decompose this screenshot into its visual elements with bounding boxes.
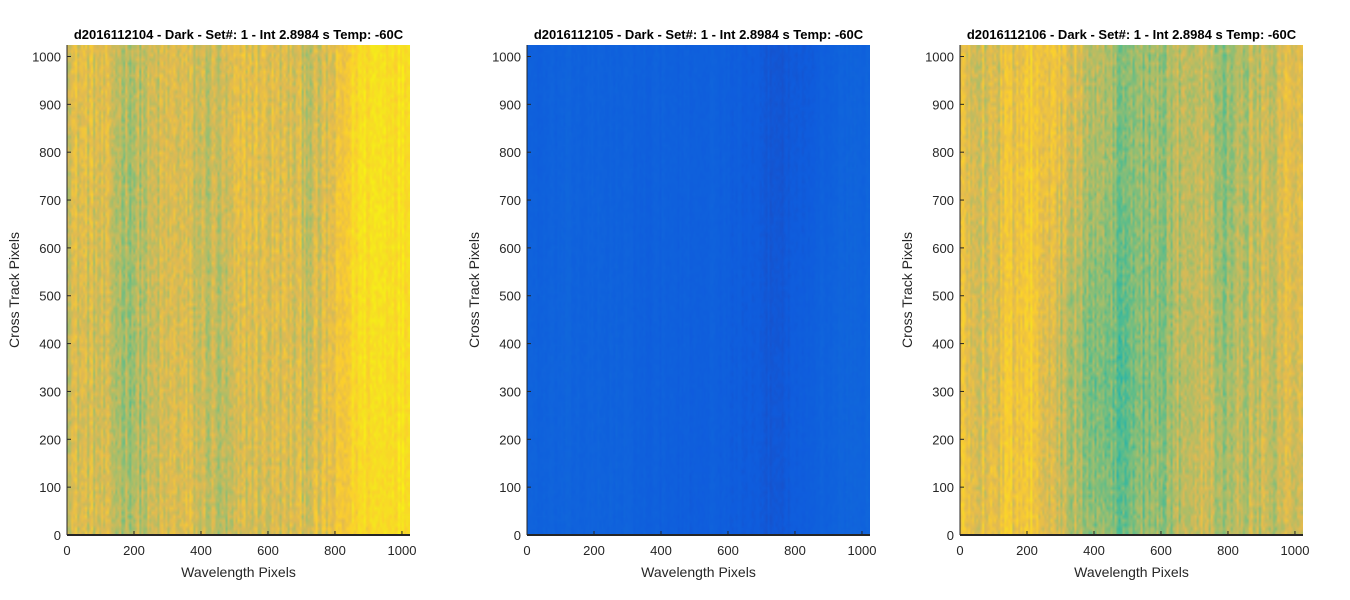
x-tick-label: 1000 <box>1281 543 1310 558</box>
y-axis-label: Cross Track Pixels <box>466 232 482 348</box>
y-tick-label: 100 <box>932 480 954 495</box>
y-tick-label: 300 <box>39 384 61 399</box>
y-tick-label: 300 <box>932 384 954 399</box>
y-tick-label: 500 <box>932 289 954 304</box>
x-tick-label: 1000 <box>848 543 877 558</box>
x-tick-label: 400 <box>1083 543 1105 558</box>
y-tick-label: 800 <box>932 145 954 160</box>
y-tick-label: 600 <box>932 241 954 256</box>
y-tick-label: 700 <box>932 193 954 208</box>
x-tick-label: 800 <box>784 543 806 558</box>
y-tick-label: 900 <box>499 97 521 112</box>
heatmap-canvas <box>67 45 410 535</box>
chart-svg: d2016112104 - Dark - Set#: 1 - Int 2.898… <box>6 27 417 580</box>
y-tick-label: 400 <box>499 337 521 352</box>
x-tick-label: 600 <box>257 543 279 558</box>
heatmap-image <box>527 45 870 535</box>
y-tick-label: 100 <box>499 480 521 495</box>
y-tick-label: 200 <box>499 432 521 447</box>
x-axis-label: Wavelength Pixels <box>181 564 296 580</box>
x-axis-label: Wavelength Pixels <box>641 564 756 580</box>
y-tick-label: 700 <box>499 193 521 208</box>
y-tick-label: 1000 <box>925 49 954 64</box>
chart-svg: d2016112106 - Dark - Set#: 1 - Int 2.898… <box>899 27 1310 580</box>
x-tick-label: 1000 <box>388 543 417 558</box>
heatmap-canvas <box>960 45 1303 535</box>
x-tick-label: 800 <box>324 543 346 558</box>
y-tick-label: 500 <box>499 289 521 304</box>
chart-panel-3: d2016112106 - Dark - Set#: 1 - Int 2.898… <box>893 20 1313 590</box>
heatmap-image <box>960 45 1303 535</box>
y-tick-label: 500 <box>39 289 61 304</box>
chart-title: d2016112106 - Dark - Set#: 1 - Int 2.898… <box>967 27 1297 42</box>
y-tick-label: 700 <box>39 193 61 208</box>
x-tick-label: 0 <box>63 543 70 558</box>
y-tick-label: 1000 <box>492 49 521 64</box>
x-tick-label: 800 <box>1217 543 1239 558</box>
y-tick-label: 100 <box>39 480 61 495</box>
x-axis-label: Wavelength Pixels <box>1074 564 1189 580</box>
x-tick-label: 600 <box>1150 543 1172 558</box>
y-tick-label: 800 <box>39 145 61 160</box>
x-tick-label: 0 <box>523 543 530 558</box>
x-tick-label: 600 <box>717 543 739 558</box>
y-tick-label: 900 <box>932 97 954 112</box>
chart-title: d2016112105 - Dark - Set#: 1 - Int 2.898… <box>534 27 864 42</box>
y-tick-label: 0 <box>947 528 954 543</box>
y-tick-label: 0 <box>514 528 521 543</box>
chart-title: d2016112104 - Dark - Set#: 1 - Int 2.898… <box>74 27 404 42</box>
y-tick-label: 800 <box>499 145 521 160</box>
chart-panel-1: d2016112104 - Dark - Set#: 1 - Int 2.898… <box>0 20 420 590</box>
y-tick-label: 900 <box>39 97 61 112</box>
x-tick-label: 400 <box>650 543 672 558</box>
heatmap-canvas <box>527 45 870 535</box>
y-tick-label: 600 <box>39 241 61 256</box>
chart-panel-2: d2016112105 - Dark - Set#: 1 - Int 2.898… <box>460 20 880 590</box>
y-tick-label: 200 <box>932 432 954 447</box>
x-tick-label: 0 <box>956 543 963 558</box>
y-tick-label: 200 <box>39 432 61 447</box>
x-tick-label: 200 <box>583 543 605 558</box>
x-tick-label: 400 <box>190 543 212 558</box>
x-tick-label: 200 <box>123 543 145 558</box>
chart-svg: d2016112105 - Dark - Set#: 1 - Int 2.898… <box>466 27 877 580</box>
x-tick-label: 200 <box>1016 543 1038 558</box>
y-tick-label: 1000 <box>32 49 61 64</box>
y-tick-label: 400 <box>932 337 954 352</box>
y-axis-label: Cross Track Pixels <box>6 232 22 348</box>
y-tick-label: 600 <box>499 241 521 256</box>
y-tick-label: 300 <box>499 384 521 399</box>
y-axis-label: Cross Track Pixels <box>899 232 915 348</box>
y-tick-label: 0 <box>54 528 61 543</box>
y-tick-label: 400 <box>39 337 61 352</box>
heatmap-image <box>67 45 410 535</box>
